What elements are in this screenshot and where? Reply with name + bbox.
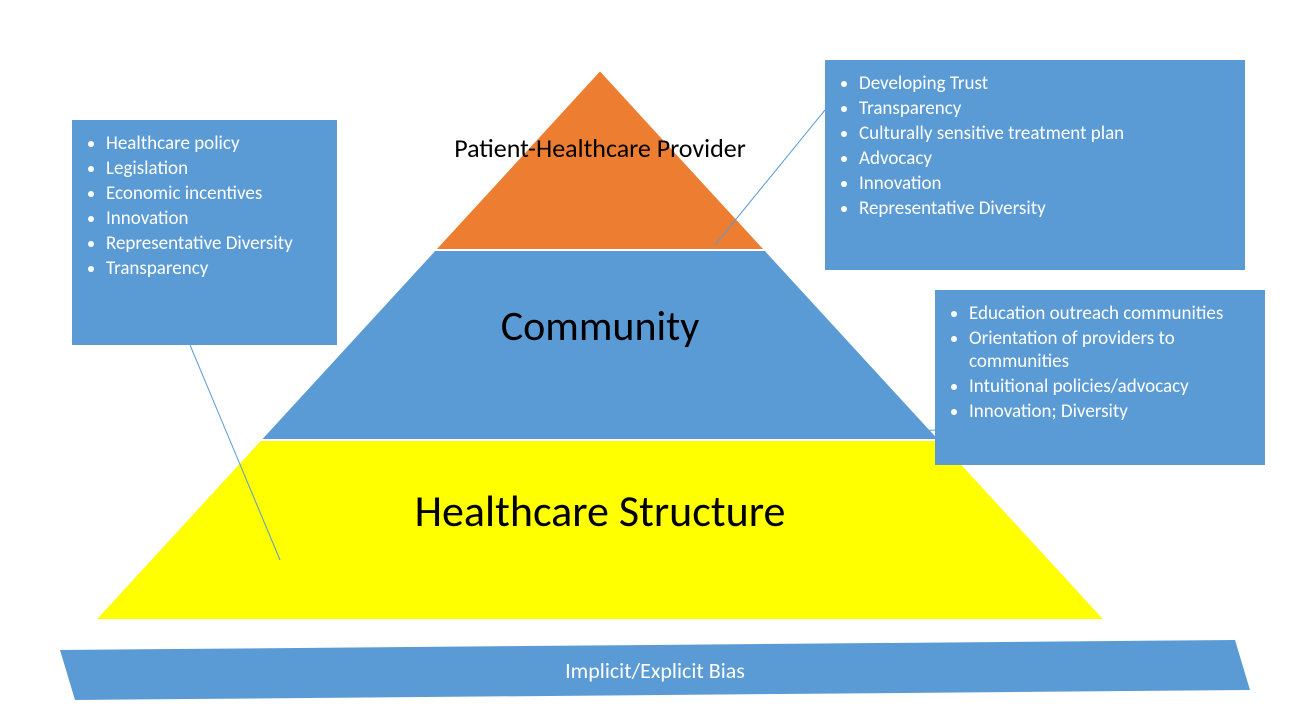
callout-item: Culturally sensitive treatment plan: [859, 122, 1231, 145]
callout-item: Advocacy: [859, 147, 1231, 170]
callout-patient-provider: Developing TrustTransparencyCulturally s…: [825, 60, 1245, 270]
callout-list: Healthcare policyLegislationEconomic inc…: [82, 132, 323, 280]
leader-line: [715, 110, 825, 245]
callout-item: Representative Diversity: [859, 197, 1231, 220]
callout-item: Transparency: [859, 97, 1231, 120]
callout-item: Orientation of providers to communities: [969, 327, 1251, 373]
pyramid-level-top-label: Patient-Healthcare Provider: [440, 134, 760, 164]
callout-item: Healthcare policy: [106, 132, 323, 155]
base-bar-label: Implicit/Explicit Bias: [60, 648, 1250, 693]
callout-item: Transparency: [106, 257, 323, 280]
callout-item: Economic incentives: [106, 182, 323, 205]
leader-line: [810, 430, 935, 438]
callout-item: Innovation; Diversity: [969, 400, 1251, 423]
callout-healthcare-structure: Healthcare policyLegislationEconomic inc…: [72, 120, 337, 345]
callout-item: Representative Diversity: [106, 232, 323, 255]
callout-item: Intuitional policies/advocacy: [969, 375, 1251, 398]
diagram-stage: Patient-Healthcare Provider Community He…: [0, 0, 1307, 718]
callout-community: Education outreach communitiesOrientatio…: [935, 290, 1265, 465]
callout-item: Legislation: [106, 157, 323, 180]
callout-item: Innovation: [859, 172, 1231, 195]
callout-item: Innovation: [106, 207, 323, 230]
pyramid-level-bottom-label: Healthcare Structure: [200, 486, 1000, 537]
callout-item: Education outreach communities: [969, 302, 1251, 325]
callout-list: Education outreach communitiesOrientatio…: [945, 302, 1251, 423]
callout-item: Developing Trust: [859, 72, 1231, 95]
callout-list: Developing TrustTransparencyCulturally s…: [835, 72, 1231, 220]
